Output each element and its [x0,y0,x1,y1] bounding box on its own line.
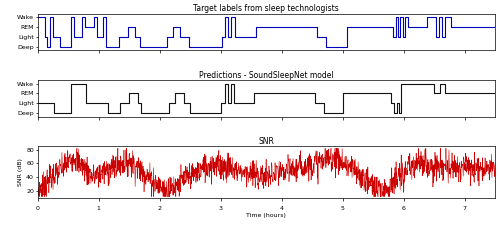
Title: Predictions - SoundSleepNet model: Predictions - SoundSleepNet model [199,71,334,80]
Title: SNR: SNR [258,137,274,146]
Title: Target labels from sleep technologists: Target labels from sleep technologists [194,4,339,13]
X-axis label: Time (hours): Time (hours) [246,214,286,218]
Y-axis label: SNR (dB): SNR (dB) [18,158,24,186]
